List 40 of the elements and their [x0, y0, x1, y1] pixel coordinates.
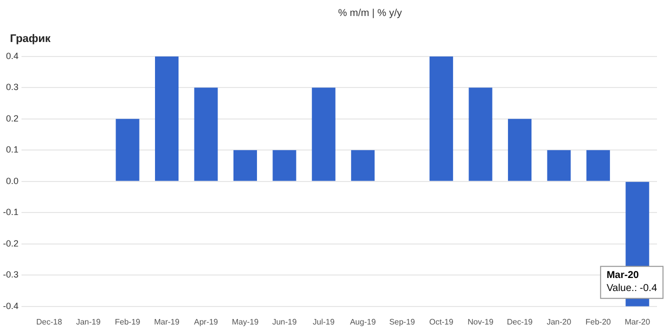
bar	[116, 118, 140, 181]
x-tick-label: Jul-19	[312, 317, 336, 326]
y-tick-label: 0.3	[6, 82, 19, 92]
bar	[586, 150, 610, 181]
chart-title: График	[10, 33, 51, 45]
x-tick-label: Aug-19	[350, 317, 376, 326]
annotation: Mar-20 Value.: -0.4	[606, 270, 658, 294]
y-tick-label: 0.4	[6, 50, 19, 61]
x-tick-label: May-19	[232, 317, 260, 326]
y-tick-label: -0.4	[2, 300, 19, 311]
bar	[351, 150, 375, 181]
x-tick-label: Apr-19	[194, 317, 219, 326]
x-tick-label: Dec-19	[506, 317, 534, 326]
bar	[272, 150, 296, 181]
x-tick-label: Jan-19	[76, 317, 102, 326]
x-tick-label: Mar-19	[154, 317, 180, 326]
bar	[508, 118, 532, 181]
bar	[194, 88, 218, 181]
bar	[547, 150, 571, 181]
bar	[430, 56, 454, 181]
x-tick-label: Jan-20	[546, 317, 572, 326]
x-tick-label: Oct-19	[429, 317, 454, 326]
y-tick-label: -0.1	[2, 207, 19, 218]
y-tick-label: -0.2	[2, 238, 19, 248]
x-tick-label: Feb-20	[585, 317, 612, 326]
bar	[468, 88, 492, 181]
x-tick-label: Mar-20	[624, 317, 651, 326]
chart-subtitle: % m/m | % y/y	[337, 8, 403, 19]
x-tick-label: Feb-19	[114, 317, 141, 326]
x-tick-label: Dec-18	[36, 317, 63, 326]
y-tick-label: -0.3	[2, 270, 19, 280]
bar	[155, 56, 179, 181]
x-tick-label: Sep-19	[389, 317, 416, 326]
y-tick-label: 0.1	[6, 144, 19, 155]
bar	[233, 150, 257, 181]
x-tick-label: Nov-19	[468, 317, 494, 326]
y-tick-label: 0.0	[6, 176, 19, 186]
y-tick-label: 0.2	[6, 113, 19, 124]
bar	[312, 88, 336, 181]
x-tick-label: Jun-19	[272, 317, 298, 326]
